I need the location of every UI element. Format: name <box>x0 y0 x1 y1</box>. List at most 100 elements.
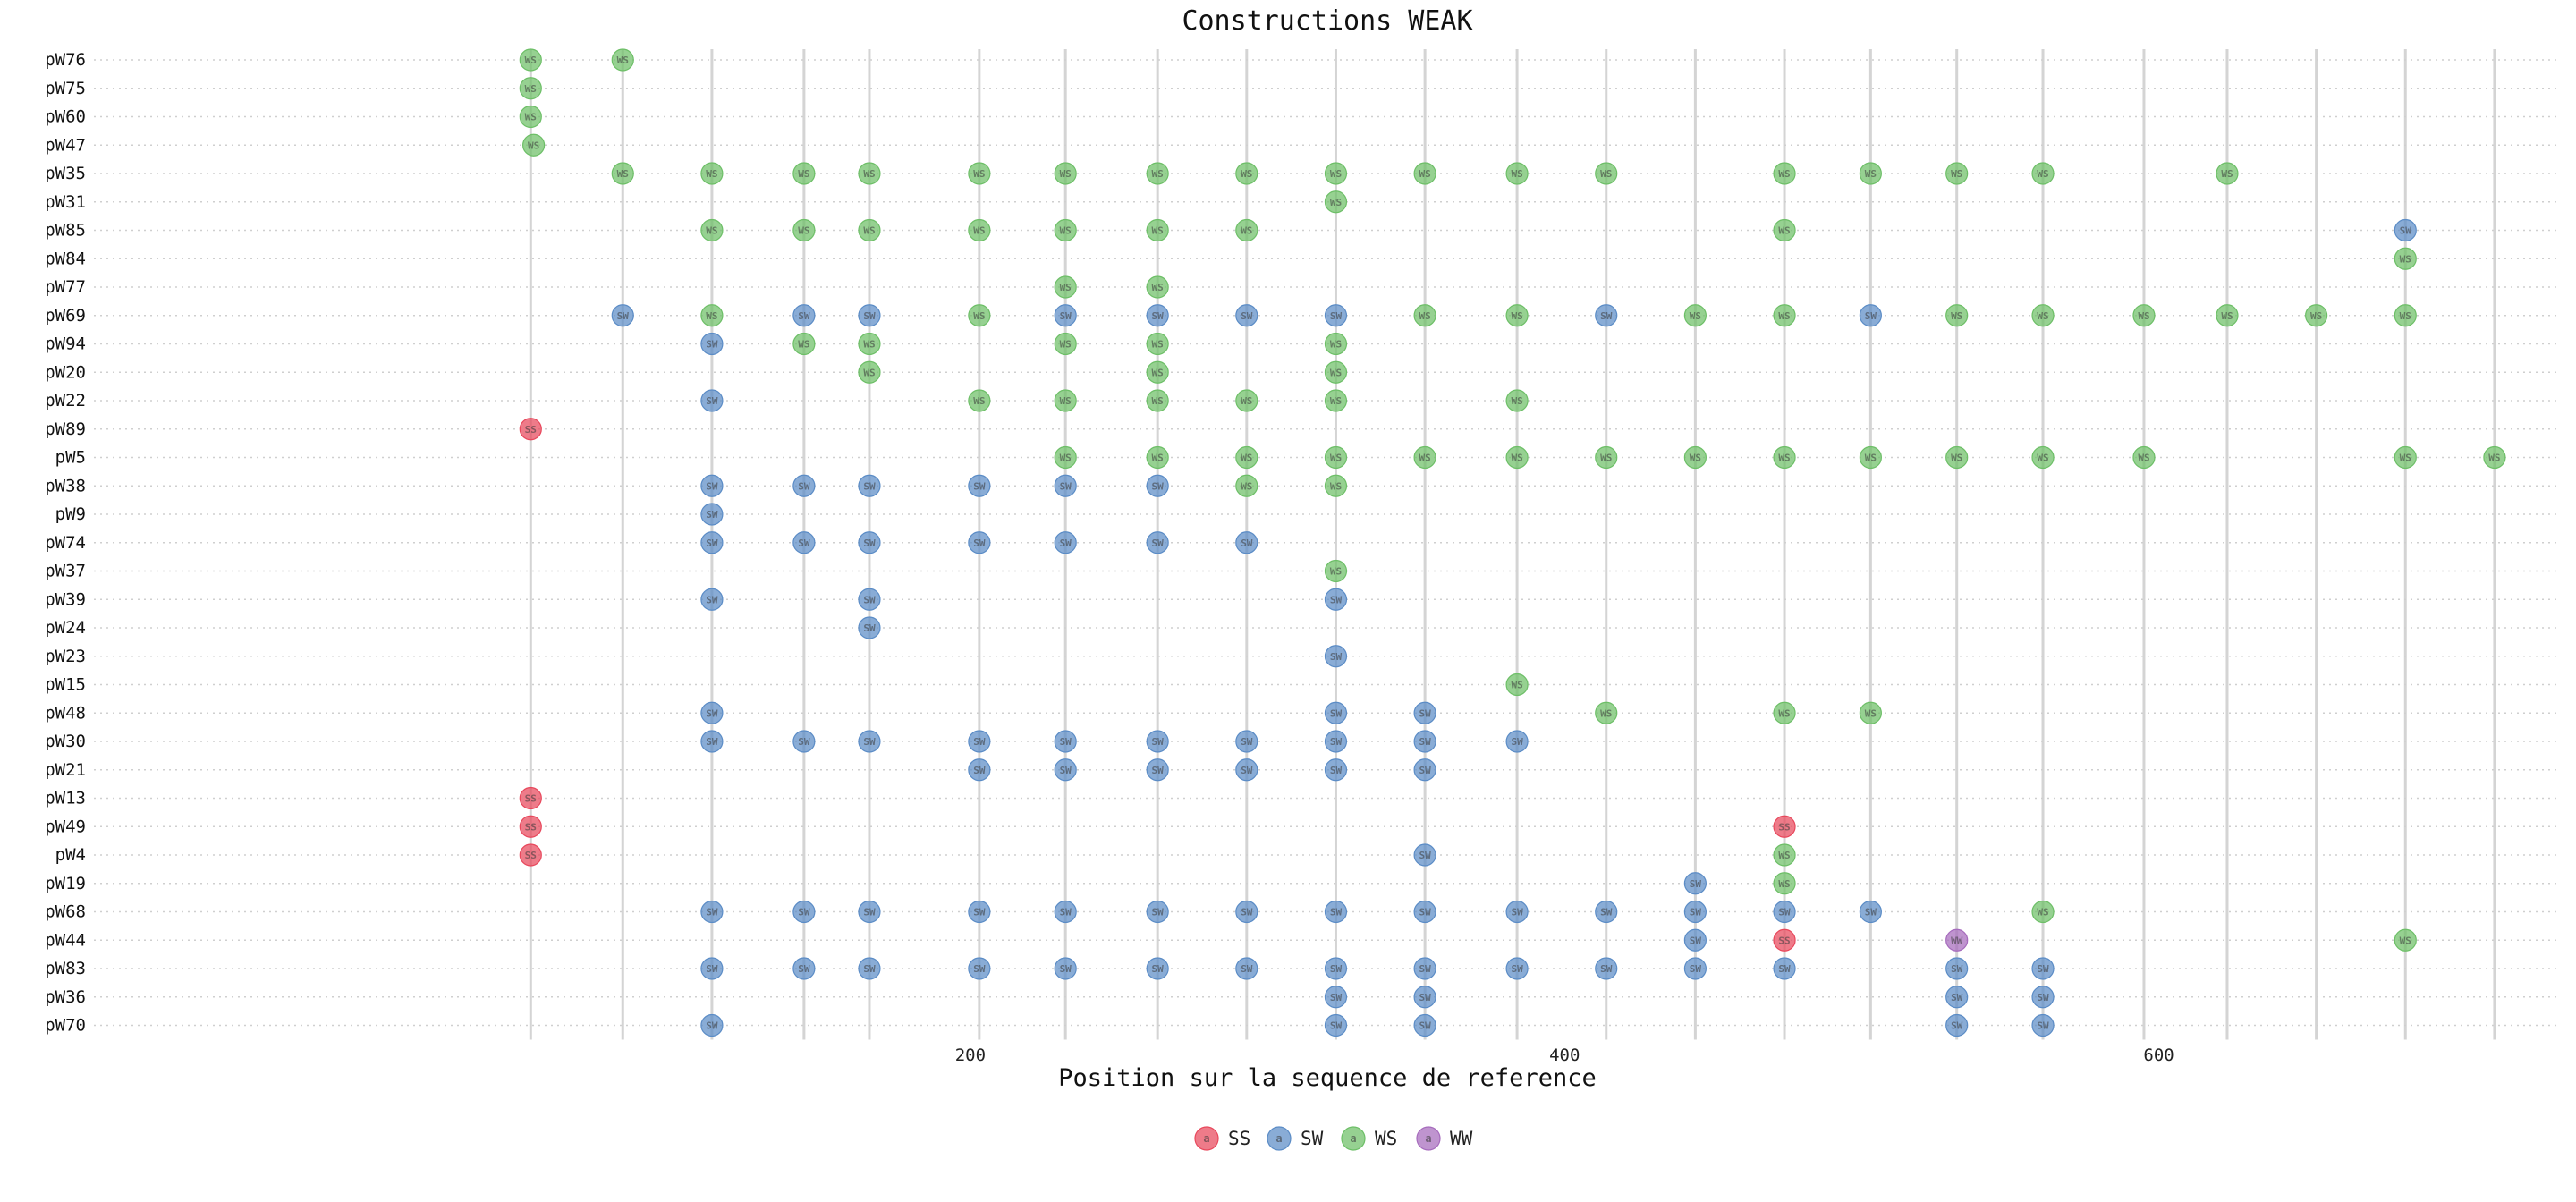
x-axis-label: Position sur la sequence de reference <box>1058 1064 1596 1092</box>
data-point: SW <box>1683 900 1707 924</box>
vertical-gridlines <box>529 49 2496 1040</box>
svg-text:SW: SW <box>1330 310 1343 322</box>
legend-swatch <box>1341 1126 1366 1151</box>
data-point: SW <box>700 332 724 356</box>
data-point: SW <box>1146 304 1169 327</box>
svg-text:WS: WS <box>973 225 985 237</box>
data-point: SW <box>1595 304 1618 327</box>
svg-text:SW: SW <box>1330 707 1343 719</box>
data-point: WS <box>1859 445 1882 470</box>
svg-text:SW: SW <box>2037 992 2049 1003</box>
data-point: WS <box>1505 389 1529 412</box>
data-point: SW <box>700 588 724 611</box>
data-point: WS <box>519 48 542 72</box>
data-point: SW <box>968 900 991 924</box>
svg-text:WS: WS <box>2221 310 2233 322</box>
y-tick-label: pW85 <box>45 221 86 241</box>
data-point: WS <box>611 48 634 72</box>
svg-text:SW: SW <box>1060 736 1072 748</box>
data-point: SW <box>1505 730 1529 753</box>
svg-text:WS: WS <box>1511 453 1522 464</box>
svg-text:WS: WS <box>1330 197 1342 208</box>
data-point: WS <box>858 218 881 242</box>
data-point: SW <box>968 758 991 782</box>
y-tick-label: pW13 <box>45 789 86 808</box>
x-tick-label: 400 <box>1549 1045 1580 1065</box>
svg-text:WS: WS <box>2400 935 2411 946</box>
data-point: WS <box>1773 304 1796 327</box>
svg-text:WS: WS <box>1330 339 1342 351</box>
data-point: WS <box>1146 360 1169 384</box>
svg-text:WS: WS <box>1060 168 1072 180</box>
svg-text:SW: SW <box>1419 963 1431 975</box>
svg-text:SS: SS <box>525 424 537 436</box>
data-point: WS <box>2031 445 2055 470</box>
svg-text:WS: WS <box>617 168 629 180</box>
data-point: WS <box>1683 304 1707 327</box>
data-point: WS <box>700 162 724 185</box>
data-point: WS <box>2394 304 2417 327</box>
data-point: WW <box>1945 928 1969 952</box>
data-point: WS <box>1054 275 1077 299</box>
data-point: SW <box>792 900 816 924</box>
data-point: WS <box>792 332 816 356</box>
svg-text:WS: WS <box>1241 225 1252 237</box>
svg-text:WS: WS <box>2037 310 2048 322</box>
data-point: SW <box>1146 900 1169 924</box>
svg-text:WS: WS <box>1690 453 1701 464</box>
data-point: SW <box>2031 1013 2055 1037</box>
data-point: WS <box>858 332 881 356</box>
svg-text:SW: SW <box>706 907 718 918</box>
legend: a SS a SW a WS a WW <box>1194 1126 1473 1151</box>
svg-text:WS: WS <box>1419 310 1430 322</box>
data-point: WS <box>1773 162 1796 185</box>
data-point: WS <box>1146 275 1169 299</box>
svg-text:WS: WS <box>1060 395 1072 407</box>
svg-text:WS: WS <box>1241 480 1252 492</box>
data-point: WS <box>519 77 542 100</box>
data-point: WS <box>1146 332 1169 356</box>
svg-text:WS: WS <box>2221 168 2233 180</box>
svg-text:WS: WS <box>798 339 809 351</box>
data-point: SW <box>1945 1013 1969 1037</box>
y-tick-label: pW19 <box>45 874 86 893</box>
data-point: SW <box>700 531 724 554</box>
svg-text:SW: SW <box>1330 992 1343 1003</box>
svg-text:WS: WS <box>1600 707 1612 719</box>
data-point: SW <box>1595 957 1618 980</box>
data-point: SW <box>700 389 724 412</box>
y-tick-label: pW75 <box>45 79 86 98</box>
data-point: WS <box>1146 218 1169 242</box>
data-point: SW <box>858 900 881 924</box>
svg-text:SW: SW <box>1419 992 1431 1003</box>
svg-text:SW: SW <box>798 907 810 918</box>
svg-text:WS: WS <box>1152 453 1164 464</box>
data-point: WS <box>1595 162 1618 185</box>
y-tick-label: pW48 <box>45 703 86 723</box>
data-point: SW <box>1054 730 1077 753</box>
svg-text:SW: SW <box>1951 1020 1963 1032</box>
y-tick-label: pW4 <box>55 845 86 865</box>
x-tick-label: 600 <box>2143 1045 2174 1065</box>
x-axis-tick-labels: 200 400 600 <box>955 1045 2174 1065</box>
data-point: WS <box>2305 304 2328 327</box>
svg-text:SW: SW <box>1419 765 1431 776</box>
legend-swatch <box>1267 1126 1292 1151</box>
legend-item-ws: a WS <box>1341 1126 1397 1151</box>
data-point: SW <box>611 304 634 327</box>
svg-text:WS: WS <box>525 55 537 66</box>
data-point: SW <box>1054 531 1077 554</box>
data-point: SW <box>700 730 724 753</box>
data-point: SW <box>1413 986 1436 1009</box>
svg-text:SS: SS <box>1778 821 1790 833</box>
data-point: WS <box>1146 389 1169 412</box>
svg-text:WS: WS <box>1330 395 1342 407</box>
svg-text:SW: SW <box>1690 878 1702 890</box>
svg-text:SW: SW <box>863 907 876 918</box>
data-point: WS <box>700 218 724 242</box>
svg-text:SW: SW <box>1778 963 1791 975</box>
data-point: WS <box>2394 445 2417 470</box>
svg-text:SW: SW <box>1152 538 1165 549</box>
svg-text:WS: WS <box>2138 453 2149 464</box>
svg-text:WS: WS <box>528 140 539 151</box>
